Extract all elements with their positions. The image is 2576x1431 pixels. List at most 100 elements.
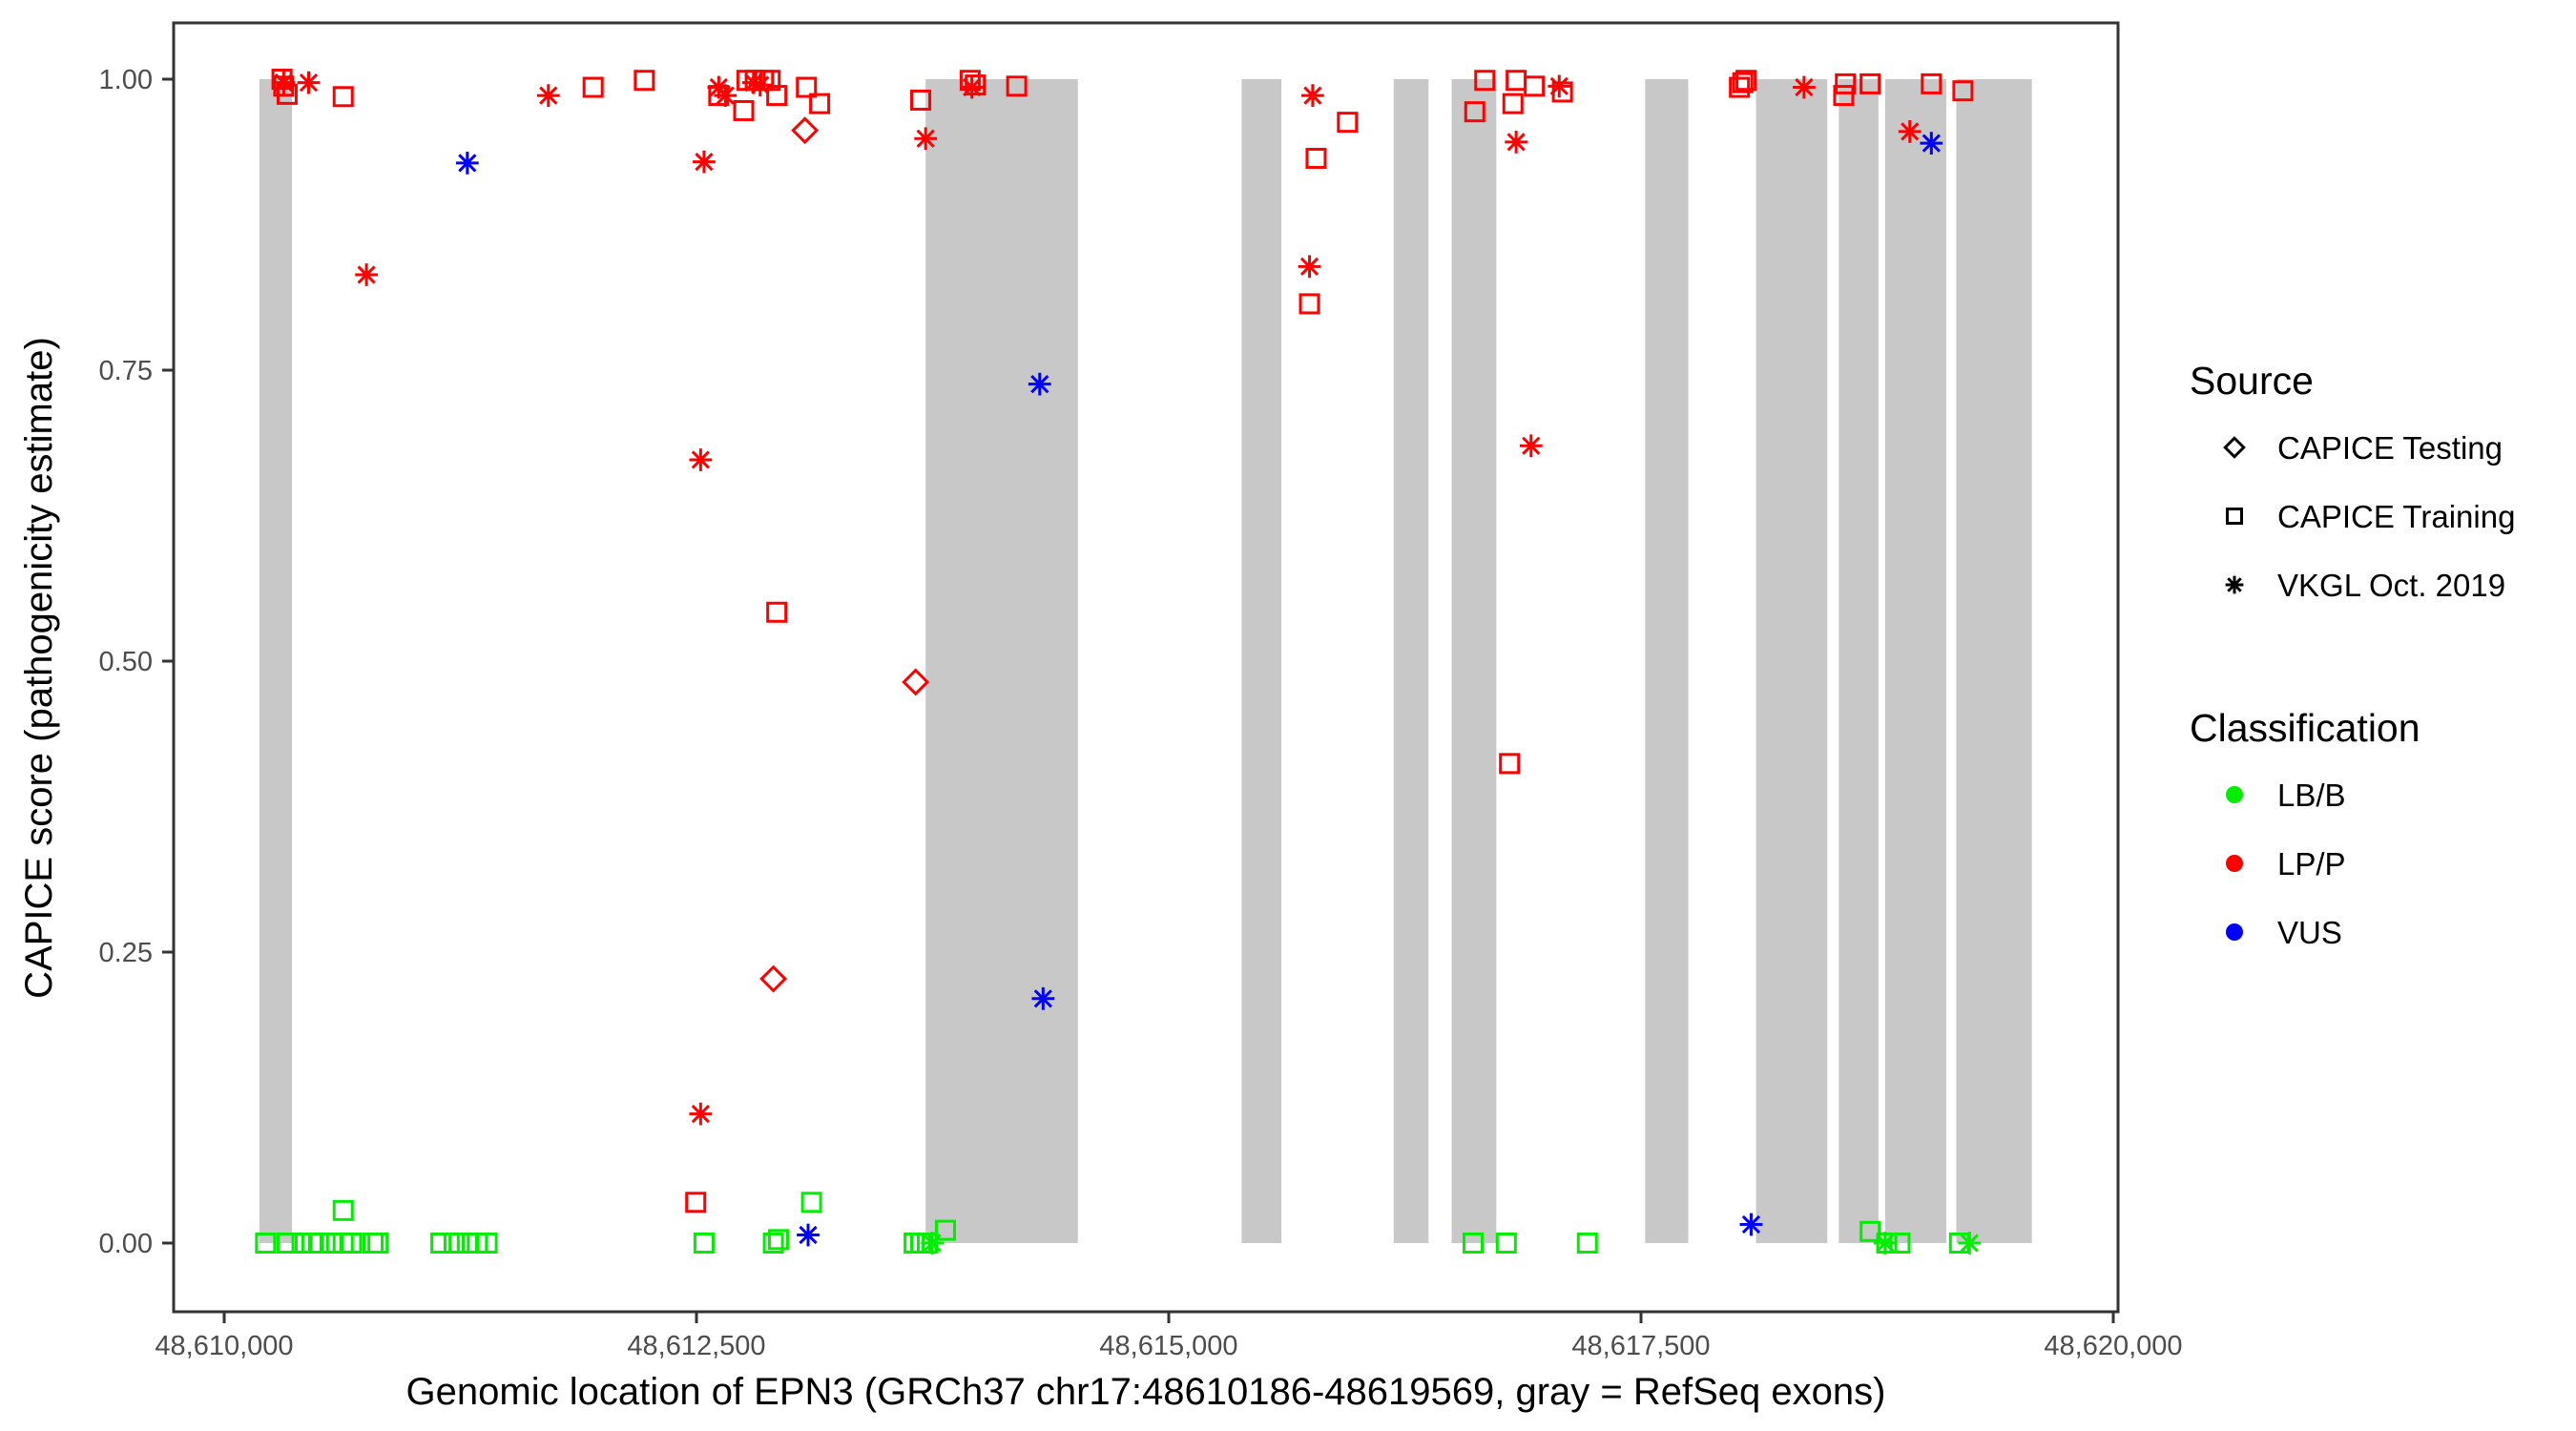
square-marker (685, 1192, 707, 1213)
x-axis-title: Genomic location of EPN3 (GRCh37 chr17:4… (406, 1371, 1886, 1413)
data-point (693, 150, 716, 174)
legend-dot-icon (2226, 923, 2243, 941)
legend-label-class: VUS (2277, 915, 2342, 950)
legend-key-vkgl-icon (2225, 575, 2244, 594)
square-marker (1006, 75, 1028, 97)
square-marker (443, 1233, 465, 1254)
data-point (1519, 434, 1543, 458)
data-point (582, 76, 604, 98)
data-point (1464, 101, 1485, 123)
data-point (1739, 1213, 1763, 1236)
exon-band (925, 79, 1078, 1243)
data-point (272, 71, 296, 94)
asterisk-marker (455, 151, 479, 175)
data-point (1462, 1233, 1484, 1254)
data-point (748, 73, 772, 96)
exon-band (1451, 79, 1497, 1243)
asterisk-marker (1298, 255, 1321, 279)
square-marker (430, 1233, 452, 1254)
data-point (367, 1233, 389, 1254)
legend-label-class: LP/P (2277, 846, 2346, 881)
diamond-marker (902, 668, 930, 696)
asterisk-marker (960, 75, 984, 99)
square-marker (1298, 293, 1320, 315)
asterisk-marker (1958, 1232, 1982, 1255)
data-point (1833, 85, 1855, 107)
data-point (685, 1192, 707, 1213)
square-marker (1921, 73, 1942, 94)
asterisk-marker (1028, 372, 1051, 396)
square-marker (1506, 70, 1527, 92)
asterisk-marker (2225, 575, 2244, 594)
y-tick-label: 0.50 (99, 647, 153, 677)
x-tick-label: 48,620,000 (2044, 1331, 2182, 1361)
asterisk-marker (914, 127, 938, 151)
square-marker (1474, 70, 1496, 92)
square-marker (1576, 1233, 1598, 1254)
data-point (341, 1233, 363, 1254)
data-point (766, 601, 788, 623)
square-marker (1495, 1233, 1517, 1254)
square-marker (341, 1233, 363, 1254)
square-marker (476, 1233, 498, 1254)
square-marker (1499, 753, 1521, 775)
square-marker (766, 601, 788, 623)
asterisk-marker (297, 71, 321, 94)
asterisk-marker (1301, 84, 1324, 107)
square-marker (910, 89, 932, 111)
data-point (733, 99, 755, 121)
square-marker (332, 1199, 354, 1221)
data-point (1958, 1232, 1982, 1255)
exon-band (1839, 79, 1879, 1243)
legend-label-testing: CAPICE Testing (2277, 430, 2503, 466)
legend-dot-icon (2226, 786, 2243, 803)
diamond-marker (2223, 436, 2246, 459)
data-point (796, 76, 818, 98)
data-point (791, 116, 820, 145)
data-point (1298, 293, 1320, 315)
exon-band (1645, 79, 1689, 1243)
data-point (1524, 75, 1546, 97)
data-point (1873, 1232, 1897, 1255)
data-point (1031, 986, 1055, 1010)
legend: Source Classification CAPICE Testing CAPI… (2190, 359, 2515, 950)
square-marker (1502, 93, 1524, 114)
data-point (1502, 93, 1524, 114)
data-point (1576, 1233, 1598, 1254)
asterisk-marker (693, 150, 716, 174)
square-marker (1835, 73, 1857, 94)
data-point (332, 1199, 354, 1221)
square-marker (800, 1192, 822, 1213)
data-point (767, 1229, 789, 1251)
asterisk-marker (355, 263, 378, 286)
square-marker (1337, 112, 1359, 134)
data-point (307, 1233, 329, 1254)
square-marker (1305, 147, 1327, 169)
data-point (1898, 120, 1922, 143)
data-point (1337, 112, 1359, 134)
data-point (1006, 75, 1028, 97)
data-point (430, 1233, 452, 1254)
data-point (1028, 372, 1051, 396)
square-marker (321, 1233, 343, 1254)
square-marker (1735, 70, 1757, 92)
data-point (689, 448, 713, 471)
square-marker (796, 76, 818, 98)
square-marker (1833, 85, 1855, 107)
data-point (689, 1102, 713, 1126)
y-axis-title: CAPICE score (pathogenicity estimate) (18, 337, 60, 999)
square-marker (762, 1233, 784, 1254)
data-point (1474, 70, 1496, 92)
square-marker (634, 70, 655, 92)
x-axis-ticks: 48,610,000 48,612,500 48,615,000 48,617,500… (155, 1312, 2183, 1361)
data-point (1732, 72, 1754, 93)
data-point (714, 84, 737, 107)
exon-band (259, 79, 293, 1243)
legend-key-training-icon (2226, 508, 2243, 525)
data-point (355, 263, 378, 286)
diamond-marker (759, 964, 788, 993)
asterisk-marker (1548, 74, 1571, 98)
asterisk-marker (689, 1102, 713, 1126)
y-axis-ticks: 0.00 0.25 0.50 0.75 1.00 (99, 65, 174, 1259)
square-marker (276, 1233, 298, 1254)
